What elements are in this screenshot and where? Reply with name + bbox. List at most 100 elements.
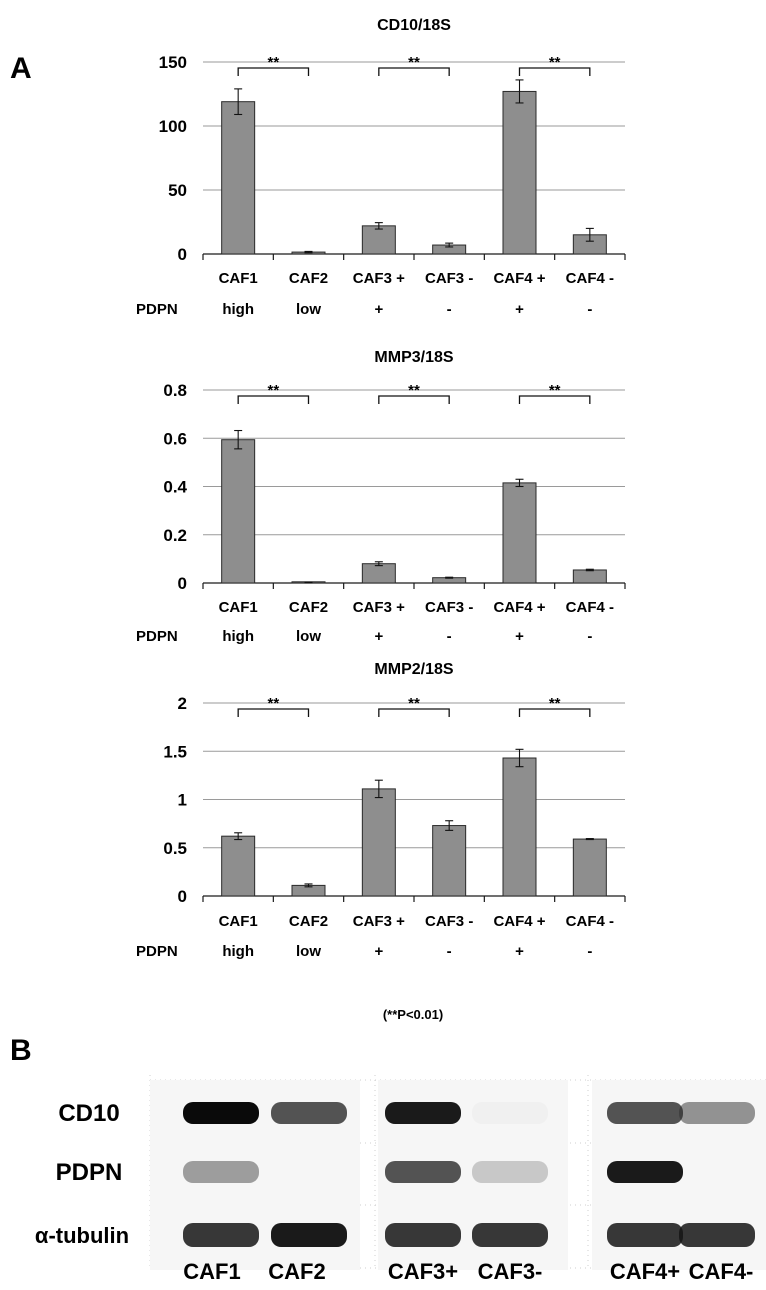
bar-5	[502, 757, 537, 897]
category-label: CAF4 -	[566, 270, 614, 287]
panel-a-label: A	[10, 52, 32, 85]
y-tick-label: 0.4	[163, 478, 187, 497]
significance-bracket	[518, 67, 591, 76]
blot-row-label: CD10	[58, 1100, 119, 1127]
bar-chart-2: MMP3/18S 0 0.2 0.4 0.6 0.8 CAF1 CAF2 CAF3 + CAF3 …	[136, 349, 626, 645]
blot-band	[271, 1102, 347, 1124]
category-label: CAF3 -	[425, 270, 473, 287]
y-tick-label: 0.6	[163, 429, 187, 448]
category-label: CAF1	[219, 913, 258, 930]
pdpn-row-label: PDPN	[136, 628, 178, 645]
significance-bracket	[518, 708, 591, 717]
significance-bracket	[378, 395, 450, 404]
blot-band	[385, 1161, 461, 1183]
pdpn-value: +	[374, 628, 383, 645]
panel-b-label: B	[10, 1034, 32, 1067]
pdpn-value: -	[587, 628, 592, 645]
significance-marker: **	[549, 54, 561, 71]
blot-row-label: PDPN	[56, 1159, 123, 1186]
blot-band	[183, 1102, 259, 1124]
significance-marker: **	[408, 54, 420, 71]
significance-marker: **	[549, 382, 561, 399]
significance-marker: **	[408, 382, 420, 399]
y-tick-label: 1.5	[163, 742, 187, 761]
blot-band	[679, 1102, 755, 1124]
category-label: CAF4 +	[493, 913, 545, 930]
blot-band	[607, 1161, 683, 1183]
blot-lane-label: CAF3+	[388, 1259, 458, 1284]
blot-band	[472, 1161, 548, 1183]
blot-lane-label: CAF1	[183, 1259, 240, 1284]
chart-title: CD10/18S	[377, 17, 451, 34]
y-tick-label: 0.5	[163, 839, 187, 858]
blot-band	[607, 1223, 683, 1247]
blot-band	[679, 1223, 755, 1247]
significance-bracket	[378, 708, 450, 717]
bar-6	[572, 838, 607, 897]
pdpn-value: -	[447, 628, 452, 645]
chart-title: MMP2/18S	[374, 661, 453, 678]
bar-1	[221, 439, 256, 584]
pdpn-value: +	[515, 943, 524, 960]
category-label: CAF3 +	[353, 913, 405, 930]
bar-1	[221, 101, 256, 255]
pdpn-value: high	[222, 628, 254, 645]
y-tick-label: 50	[168, 181, 187, 200]
pdpn-row-label: PDPN	[136, 943, 178, 960]
chart-title: MMP3/18S	[374, 349, 453, 366]
significance-marker: **	[267, 54, 279, 71]
significance-bracket	[378, 67, 450, 76]
category-label: CAF2	[289, 599, 328, 616]
category-label: CAF3 +	[353, 599, 405, 616]
pdpn-value: -	[587, 943, 592, 960]
category-label: CAF1	[219, 270, 258, 287]
pdpn-value: high	[222, 301, 254, 318]
blot-lane-label: CAF4+	[610, 1259, 680, 1284]
blot-row-label: α-tubulin	[35, 1223, 129, 1248]
blot-band	[472, 1102, 548, 1124]
blot-band	[472, 1223, 548, 1247]
pdpn-value: -	[447, 301, 452, 318]
category-label: CAF4 -	[566, 913, 614, 930]
pdpn-value: +	[515, 301, 524, 318]
category-label: CAF2	[289, 913, 328, 930]
category-label: CAF2	[289, 270, 328, 287]
bar-3	[361, 788, 396, 897]
significance-bracket	[518, 395, 591, 404]
category-label: CAF3 +	[353, 270, 405, 287]
y-tick-label: 0	[178, 887, 187, 906]
bar-5	[502, 90, 537, 255]
y-tick-label: 0	[178, 245, 187, 264]
significance-marker: **	[549, 695, 561, 712]
blot-lane-label: CAF2	[268, 1259, 325, 1284]
bar-1	[221, 835, 256, 897]
pdpn-value: +	[515, 628, 524, 645]
y-tick-label: 0.8	[163, 381, 187, 400]
category-label: CAF3 -	[425, 913, 473, 930]
pdpn-value: low	[296, 628, 321, 645]
blot-lane-label: CAF4-	[689, 1259, 754, 1284]
bar-5	[502, 482, 537, 584]
category-label: CAF3 -	[425, 599, 473, 616]
pvalue-note: (**P<0.01)	[383, 1007, 443, 1022]
bar-6	[572, 569, 607, 584]
pdpn-value: low	[296, 943, 321, 960]
blot-band	[385, 1223, 461, 1247]
y-tick-label: 0	[178, 574, 187, 593]
y-tick-label: 2	[178, 694, 187, 713]
category-label: CAF4 -	[566, 599, 614, 616]
pdpn-value: high	[222, 943, 254, 960]
pdpn-value: +	[374, 301, 383, 318]
category-label: CAF1	[219, 599, 258, 616]
blot-band	[183, 1223, 259, 1247]
significance-bracket	[237, 67, 310, 76]
western-blot: CD10 PDPN α-tubulin CAF1 CAF2 CAF3+ CAF3- CAF4+…	[35, 1075, 766, 1284]
significance-bracket	[237, 395, 310, 404]
blot-band	[385, 1102, 461, 1124]
bar-3	[361, 563, 396, 584]
significance-marker: **	[267, 382, 279, 399]
pdpn-row-label: PDPN	[136, 301, 178, 318]
y-tick-label: 0.2	[163, 526, 187, 545]
y-tick-label: 150	[159, 53, 187, 72]
category-label: CAF4 +	[493, 270, 545, 287]
